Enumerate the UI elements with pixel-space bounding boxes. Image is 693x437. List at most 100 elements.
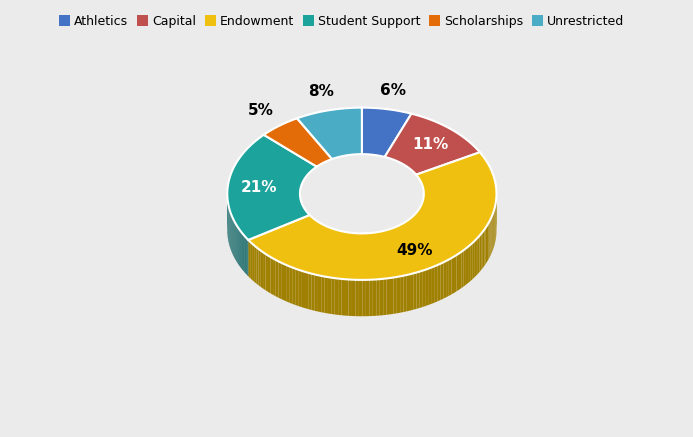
Polygon shape bbox=[423, 270, 426, 307]
Polygon shape bbox=[342, 279, 345, 316]
Polygon shape bbox=[335, 278, 338, 315]
Polygon shape bbox=[435, 265, 438, 302]
Polygon shape bbox=[396, 226, 397, 264]
Polygon shape bbox=[493, 211, 494, 249]
Polygon shape bbox=[367, 233, 369, 270]
Polygon shape bbox=[468, 245, 470, 283]
Polygon shape bbox=[478, 236, 480, 274]
Polygon shape bbox=[244, 235, 245, 272]
Polygon shape bbox=[299, 270, 302, 307]
Polygon shape bbox=[373, 279, 376, 316]
Polygon shape bbox=[328, 227, 330, 264]
Polygon shape bbox=[358, 233, 359, 270]
Polygon shape bbox=[375, 232, 376, 269]
Polygon shape bbox=[476, 237, 478, 276]
Polygon shape bbox=[394, 277, 397, 314]
Polygon shape bbox=[324, 225, 325, 262]
Polygon shape bbox=[335, 230, 337, 267]
Polygon shape bbox=[315, 274, 318, 312]
Polygon shape bbox=[364, 233, 365, 270]
Polygon shape bbox=[352, 280, 356, 316]
Polygon shape bbox=[273, 259, 276, 296]
Polygon shape bbox=[356, 280, 359, 316]
Polygon shape bbox=[344, 232, 346, 268]
Polygon shape bbox=[399, 225, 401, 262]
Legend: Athletics, Capital, Endowment, Student Support, Scholarships, Unrestricted: Athletics, Capital, Endowment, Student S… bbox=[55, 12, 628, 32]
Polygon shape bbox=[256, 247, 258, 285]
Polygon shape bbox=[320, 223, 321, 260]
Polygon shape bbox=[322, 224, 324, 261]
Polygon shape bbox=[432, 266, 435, 304]
Polygon shape bbox=[270, 257, 273, 295]
Polygon shape bbox=[410, 218, 411, 255]
Polygon shape bbox=[356, 233, 358, 270]
Polygon shape bbox=[376, 232, 378, 269]
Polygon shape bbox=[308, 273, 311, 310]
Polygon shape bbox=[365, 233, 367, 270]
Polygon shape bbox=[470, 243, 472, 281]
Polygon shape bbox=[333, 229, 334, 266]
Polygon shape bbox=[287, 265, 290, 303]
Polygon shape bbox=[345, 279, 349, 316]
Polygon shape bbox=[338, 278, 342, 315]
Polygon shape bbox=[342, 231, 343, 268]
Polygon shape bbox=[331, 277, 335, 315]
Polygon shape bbox=[279, 261, 281, 299]
Polygon shape bbox=[296, 269, 299, 306]
Text: 5%: 5% bbox=[248, 103, 274, 118]
Polygon shape bbox=[362, 233, 364, 270]
Polygon shape bbox=[281, 263, 284, 300]
Polygon shape bbox=[359, 233, 360, 270]
Polygon shape bbox=[385, 114, 480, 175]
Polygon shape bbox=[374, 232, 375, 269]
Polygon shape bbox=[337, 230, 339, 267]
Text: 21%: 21% bbox=[241, 180, 277, 195]
Polygon shape bbox=[324, 277, 328, 313]
Polygon shape bbox=[451, 257, 454, 295]
Polygon shape bbox=[369, 233, 370, 270]
Polygon shape bbox=[263, 252, 265, 290]
Polygon shape bbox=[348, 232, 349, 269]
Polygon shape bbox=[403, 222, 404, 260]
Polygon shape bbox=[353, 233, 354, 270]
Polygon shape bbox=[489, 219, 491, 258]
Polygon shape bbox=[349, 280, 352, 316]
Polygon shape bbox=[400, 276, 403, 313]
Polygon shape bbox=[305, 272, 308, 309]
Text: 49%: 49% bbox=[396, 243, 432, 258]
Polygon shape bbox=[284, 264, 287, 302]
Polygon shape bbox=[334, 229, 335, 266]
Polygon shape bbox=[383, 231, 384, 267]
Polygon shape bbox=[248, 152, 496, 280]
Polygon shape bbox=[346, 232, 348, 269]
Polygon shape bbox=[411, 217, 412, 254]
Polygon shape bbox=[466, 247, 468, 285]
Polygon shape bbox=[397, 226, 398, 263]
Polygon shape bbox=[387, 278, 390, 315]
Polygon shape bbox=[407, 220, 409, 257]
Polygon shape bbox=[457, 253, 459, 291]
Polygon shape bbox=[378, 232, 380, 268]
Polygon shape bbox=[227, 135, 317, 240]
Polygon shape bbox=[311, 274, 315, 311]
Polygon shape bbox=[321, 224, 322, 260]
Polygon shape bbox=[483, 229, 484, 268]
Polygon shape bbox=[370, 233, 371, 269]
Polygon shape bbox=[349, 232, 351, 269]
Polygon shape bbox=[246, 237, 247, 274]
Polygon shape bbox=[290, 267, 292, 304]
Polygon shape bbox=[359, 280, 362, 316]
Polygon shape bbox=[264, 118, 332, 166]
Polygon shape bbox=[339, 230, 340, 267]
Polygon shape bbox=[250, 242, 252, 280]
Polygon shape bbox=[487, 223, 489, 262]
Polygon shape bbox=[486, 225, 487, 264]
Polygon shape bbox=[331, 228, 333, 265]
Polygon shape bbox=[319, 222, 320, 259]
Polygon shape bbox=[362, 108, 412, 157]
Polygon shape bbox=[484, 228, 486, 266]
Polygon shape bbox=[454, 255, 457, 293]
Polygon shape bbox=[464, 248, 466, 287]
Polygon shape bbox=[315, 220, 317, 257]
Polygon shape bbox=[325, 225, 326, 263]
